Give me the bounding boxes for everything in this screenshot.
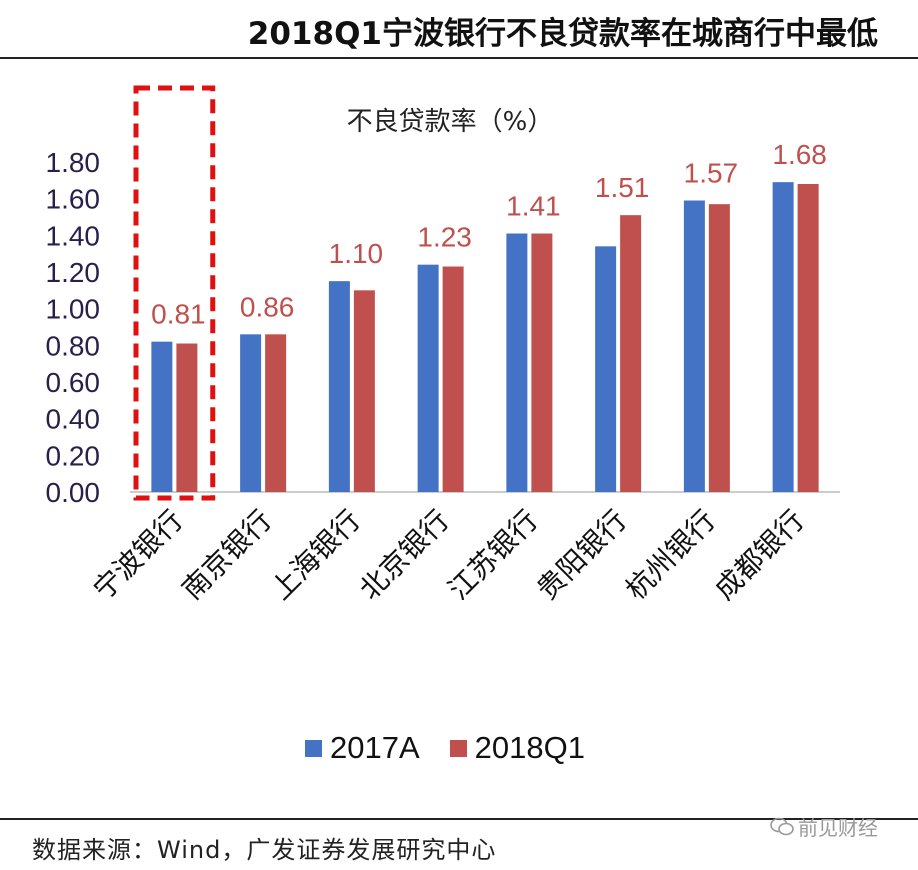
bar-2017 [151,341,173,492]
source-note: 数据来源：Wind，广发证券发展研究中心 [32,836,497,864]
y-tick-label: 1.00 [46,294,101,325]
bar-2017 [683,200,705,492]
category-label: 宁波银行 [87,504,190,607]
category-label: 南京银行 [176,504,279,607]
y-tick-label: 0.20 [46,440,101,471]
bar-2018q1 [176,343,198,492]
bar-2018q1 [797,184,819,492]
wechat-icon [770,817,794,835]
bar-2017 [506,233,528,492]
legend-label-2018q1: 2018Q1 [474,730,585,765]
legend-label-2017: 2017A [330,730,420,765]
y-tick-label: 1.20 [46,257,101,288]
bar-chart: 不良贷款率（%） 0.00 0.20 0.40 0.60 0.80 1.00 1.20 1.4… [46,85,840,607]
data-label: 1.57 [684,158,739,189]
category-label: 杭州银行 [619,504,722,607]
bar-2017 [772,182,794,492]
data-label: 1.68 [772,139,827,170]
category-label: 上海银行 [264,504,367,607]
legend-item-2018q1: 2018Q1 [449,730,585,766]
category-label: 江苏银行 [442,504,545,607]
y-tick-label: 1.80 [46,147,101,178]
data-label: 0.86 [240,291,295,322]
bar-2018q1 [531,233,553,492]
data-label: 1.23 [417,222,472,253]
bar-2017 [328,281,350,492]
watermark-text: 前见财经 [798,816,878,840]
y-tick-label: 1.60 [46,184,101,215]
bar-2018q1 [353,290,375,492]
data-label: 1.10 [329,238,384,269]
footer-divider [0,818,918,820]
chart-title: 不良贷款率（%） [347,107,554,137]
y-tick-label: 0.80 [46,330,101,361]
bar-2018q1 [265,334,287,492]
category-label: 北京银行 [353,504,456,607]
bar-2017 [240,334,262,492]
data-label: 1.41 [506,191,561,222]
category-label: 成都银行 [708,504,811,607]
y-tick-label: 0.60 [46,367,101,398]
bar-layer [151,182,819,492]
bar-2018q1 [620,215,642,492]
header-title: 2018Q1宁波银行不良贷款率在城商行中最低 [247,16,878,52]
data-label: 1.51 [595,172,650,203]
legend-swatch-2018q1 [449,739,467,757]
legend-item-2017: 2017A [305,730,420,766]
watermark: 前见财经 [770,812,878,841]
y-tick-label: 0.40 [46,404,101,435]
bar-2017 [595,246,617,492]
bar-2018q1 [708,204,730,492]
category-label: 贵阳银行 [531,504,634,607]
header-divider [0,57,918,59]
highlight-box [133,85,216,501]
bar-2018q1 [442,266,464,492]
y-tick-label: 1.40 [46,220,101,251]
legend: 2017A 2018Q1 [305,730,615,766]
y-tick-label: 0.00 [46,477,101,508]
data-label: 0.81 [151,299,206,330]
bar-2017 [417,264,439,492]
legend-swatch-2017 [305,739,322,757]
